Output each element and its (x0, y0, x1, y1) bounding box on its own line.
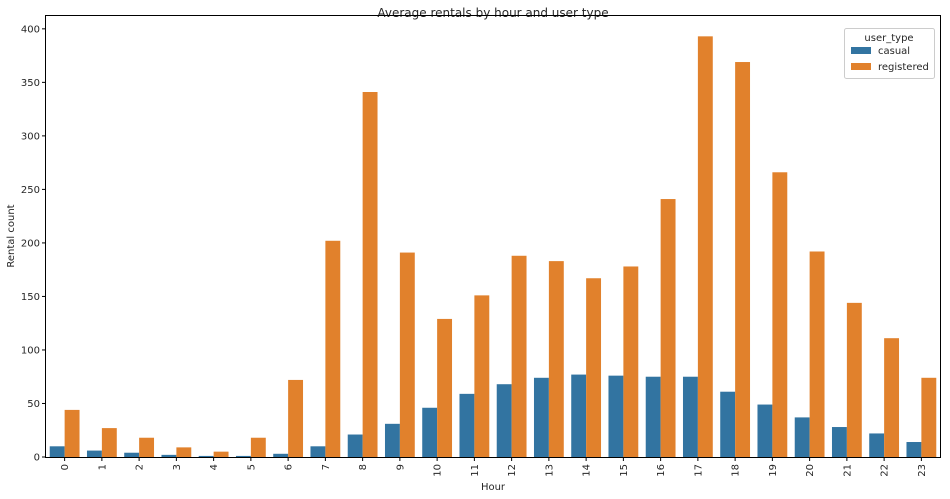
x-tick-label: 3 (172, 464, 183, 470)
x-tick-label: 9 (395, 464, 406, 470)
x-axis: 0 1 2 3 4 5 6 7 8 9 10 11 12 13 14 15 16 17 18 19 20 21 22 23 (60, 457, 928, 477)
y-tick-label: 200 (21, 238, 40, 249)
bar-casual-hour-20 (794, 417, 810, 457)
x-tick-label: 6 (284, 464, 295, 470)
bar-registered-hour-18 (735, 62, 751, 457)
bar-casual-hour-16 (645, 376, 661, 457)
bar-casual-hour-11 (459, 393, 475, 457)
legend-swatch-registered (851, 63, 871, 70)
y-tick-label: 300 (21, 131, 40, 142)
x-tick-label: 1 (97, 464, 108, 470)
bar-casual-hour-1 (86, 450, 102, 457)
bar-registered-hour-5 (250, 437, 266, 457)
x-tick-label: 10 (433, 464, 444, 477)
legend-swatch-casual (851, 47, 871, 54)
bar-casual-hour-21 (831, 427, 847, 457)
bar-casual-hour-6 (273, 453, 289, 457)
bar-registered-hour-6 (288, 379, 304, 457)
bar-registered-hour-13 (548, 261, 564, 457)
bar-registered-hour-4 (213, 451, 229, 457)
bar-casual-hour-17 (682, 376, 698, 457)
bar-casual-hour-5 (235, 455, 251, 457)
x-tick-label: 5 (246, 464, 257, 470)
x-tick-label: 22 (880, 464, 891, 477)
legend-label-registered: registered (878, 62, 929, 73)
bar-casual-hour-10 (422, 407, 438, 457)
bar-registered-hour-2 (139, 437, 155, 457)
x-tick-label: 2 (135, 464, 146, 470)
legend: user_type casual registered (844, 28, 935, 79)
y-tick-label: 400 (21, 24, 40, 35)
bar-casual-hour-14 (571, 374, 587, 457)
bar-casual-hour-23 (906, 442, 922, 457)
x-tick-label: 14 (582, 464, 593, 477)
legend-label-casual: casual (878, 46, 910, 57)
x-tick-label: 16 (656, 464, 667, 477)
bar-registered-hour-3 (176, 447, 192, 457)
y-tick-label: 350 (21, 78, 40, 89)
plot-frame (45, 15, 941, 458)
chart-title: Average rentals by hour and user type (377, 6, 608, 20)
bar-registered-hour-21 (846, 302, 862, 457)
bar-registered-hour-11 (474, 295, 490, 457)
y-tick-label: 100 (21, 345, 40, 356)
y-tick-label: 50 (27, 399, 40, 410)
x-tick-label: 18 (731, 464, 742, 477)
y-axis-label: Rental count (6, 204, 17, 267)
y-axis: 0 50 100 150 200 250 300 350 400 (21, 24, 46, 464)
bar-casual-hour-2 (124, 452, 140, 457)
x-tick-label: 20 (805, 464, 816, 477)
bar-registered-hour-15 (623, 266, 639, 457)
bar-casual-hour-8 (347, 434, 363, 457)
bar-registered-hour-0 (64, 409, 80, 457)
bar-registered-hour-8 (362, 92, 378, 457)
bar-registered-hour-20 (809, 251, 825, 457)
bar-casual-hour-9 (384, 423, 400, 457)
bar-registered-hour-17 (697, 36, 713, 458)
bar-registered-hour-19 (772, 172, 788, 457)
bar-casual-hour-12 (496, 384, 512, 457)
bar-casual-hour-15 (608, 375, 624, 457)
bar-casual-hour-3 (161, 454, 177, 457)
x-tick-label: 13 (544, 464, 555, 477)
bar-casual-hour-22 (869, 433, 885, 457)
x-tick-label: 8 (358, 464, 369, 470)
plot-area (49, 36, 937, 458)
bar-casual-hour-19 (757, 404, 773, 457)
x-tick-label: 0 (60, 464, 71, 470)
x-tick-label: 19 (768, 464, 779, 477)
x-tick-label: 17 (693, 464, 704, 477)
bar-registered-hour-14 (586, 278, 602, 457)
x-tick-label: 15 (619, 464, 630, 477)
y-tick-label: 250 (21, 185, 40, 196)
bar-registered-hour-7 (325, 240, 341, 457)
x-tick-label: 11 (470, 464, 481, 477)
bar-registered-hour-22 (884, 338, 900, 457)
bar-casual-hour-7 (310, 446, 326, 457)
legend-title: user_type (864, 33, 913, 44)
y-tick-label: 150 (21, 292, 40, 303)
bar-casual-hour-0 (49, 446, 65, 457)
x-tick-label: 21 (842, 464, 853, 477)
bar-casual-hour-13 (533, 377, 549, 457)
y-tick-label: 0 (34, 453, 40, 464)
x-axis-label: Hour (481, 482, 506, 493)
x-tick-label: 23 (917, 464, 928, 477)
bar-casual-hour-18 (720, 391, 736, 457)
bar-registered-hour-9 (399, 252, 415, 457)
bar-registered-hour-23 (921, 377, 937, 457)
bar-registered-hour-10 (437, 318, 453, 457)
x-tick-label: 12 (507, 464, 518, 477)
bar-registered-hour-1 (101, 428, 117, 457)
x-tick-label: 4 (209, 464, 220, 470)
bar-casual-hour-4 (198, 455, 214, 457)
x-tick-label: 7 (321, 464, 332, 470)
bar-registered-hour-12 (511, 255, 527, 457)
bar-registered-hour-16 (660, 199, 676, 458)
